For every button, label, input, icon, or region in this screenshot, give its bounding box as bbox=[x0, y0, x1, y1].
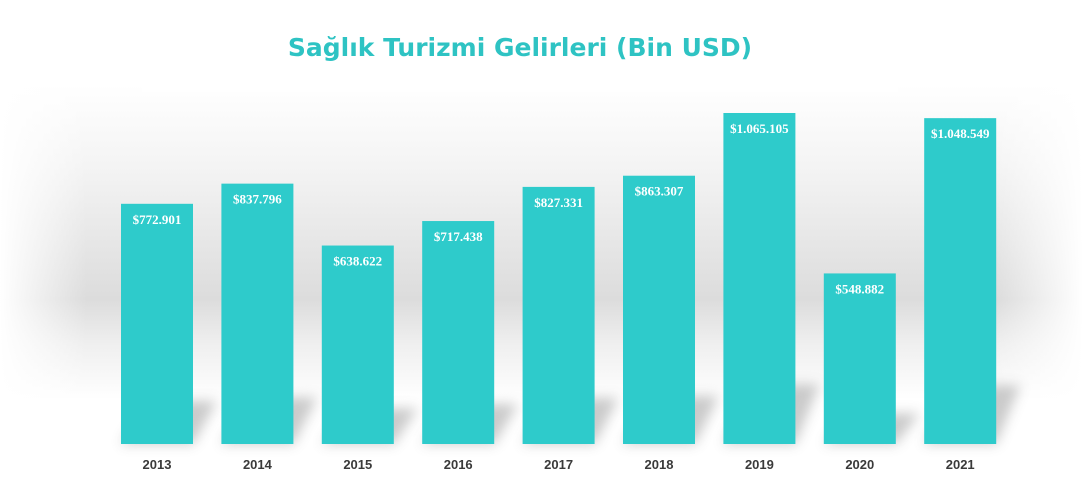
data-label-2017: $827.331 bbox=[534, 195, 583, 210]
x-tick-2018: 2018 bbox=[645, 457, 674, 472]
bar-2019 bbox=[723, 113, 796, 444]
x-axis-tick-labels: 2013 2014 2015 2016 2017 2018 2019 2020 2021 bbox=[143, 457, 975, 472]
data-label-2013: $772.901 bbox=[133, 212, 182, 227]
x-tick-2021: 2021 bbox=[946, 457, 975, 472]
bar-2020 bbox=[823, 273, 896, 444]
bar-2014 bbox=[221, 183, 294, 444]
bar-2016 bbox=[422, 221, 495, 444]
data-label-2016: $717.438 bbox=[434, 229, 483, 244]
bars-group bbox=[121, 113, 997, 444]
x-tick-2017: 2017 bbox=[544, 457, 573, 472]
x-tick-2014: 2014 bbox=[243, 457, 273, 472]
x-tick-2019: 2019 bbox=[745, 457, 774, 472]
data-label-2018: $863.307 bbox=[635, 184, 684, 199]
bar-2015 bbox=[321, 245, 394, 444]
chart-title: Sağlık Turizmi Gelirleri (Bin USD) bbox=[288, 33, 752, 62]
data-label-2019: $1.065.105 bbox=[730, 121, 789, 136]
x-tick-2016: 2016 bbox=[444, 457, 473, 472]
x-tick-2013: 2013 bbox=[143, 457, 172, 472]
bar-2017 bbox=[522, 186, 595, 444]
x-tick-2020: 2020 bbox=[845, 457, 874, 472]
bar-2013 bbox=[121, 203, 193, 444]
data-label-2014: $837.796 bbox=[233, 192, 282, 207]
bar-2018 bbox=[623, 175, 695, 444]
data-label-2015: $638.622 bbox=[333, 254, 382, 269]
data-labels-group: $772.901 $837.796 $638.622 $717.438 $827.331… bbox=[133, 121, 990, 296]
x-tick-2015: 2015 bbox=[343, 457, 372, 472]
data-label-2021: $1.048.549 bbox=[931, 126, 990, 141]
data-label-2020: $548.882 bbox=[835, 281, 884, 296]
bar-2021 bbox=[924, 118, 997, 444]
title-box bbox=[142, 22, 898, 92]
